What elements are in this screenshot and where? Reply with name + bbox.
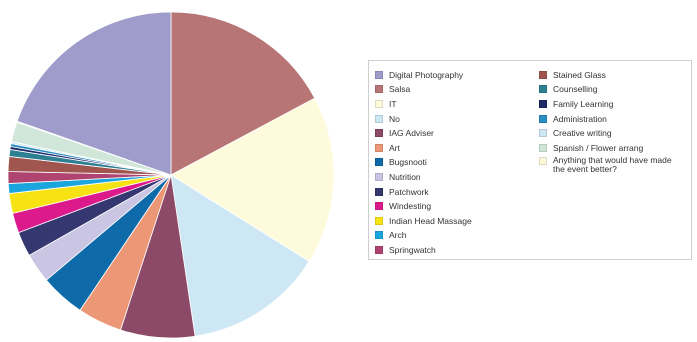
pie-chart [7, 11, 335, 339]
pie-slice-salsa [170, 11, 316, 176]
legend-swatch [375, 245, 383, 254]
legend-item-art: Art [375, 141, 472, 156]
legend-swatch [539, 143, 547, 152]
legend-item-windesting: Windesting [375, 199, 472, 214]
legend-label: IAG Adviser [389, 128, 434, 139]
legend-item-iag-adviser: IAG Adviser [375, 126, 472, 141]
legend-item-indian-head-massage: Indian Head Massage [375, 214, 472, 229]
legend-label: Salsa [389, 84, 411, 95]
legend-label: Springwatch [389, 244, 436, 255]
legend-swatch [375, 143, 383, 152]
legend-label: Administration [553, 113, 607, 124]
legend-label: Windesting [389, 201, 432, 212]
legend-swatch [539, 70, 547, 79]
legend-swatch [375, 202, 383, 211]
legend-swatch [375, 216, 383, 225]
pie-slice-digital-photography [16, 11, 172, 176]
legend-label: Bugsnooti [389, 157, 427, 168]
legend-item-arch: Arch [375, 229, 472, 244]
legend-label: No [389, 113, 400, 124]
legend-label: Counselling [553, 84, 598, 95]
legend-swatch [539, 129, 547, 138]
pie-slice-it [170, 97, 335, 262]
legend-swatch [375, 99, 383, 108]
legend-item-bugsnooti: Bugsnooti [375, 156, 472, 171]
legend-label: IT [389, 98, 397, 109]
legend-swatch [375, 172, 383, 181]
legend-label: Anything that would have made the event … [553, 154, 672, 174]
legend-swatch [539, 85, 547, 94]
legend-item-anything-that-would-have-made-the-event-better: Anything that would have made the event … [539, 154, 683, 174]
legend-label: Indian Head Massage [389, 215, 472, 226]
legend-label: Family Learning [553, 98, 614, 109]
legend-item-counselling: Counselling [539, 83, 683, 98]
legend-item-salsa: Salsa [375, 83, 472, 98]
legend-item-patchwork: Patchwork [375, 185, 472, 200]
legend-item-springwatch: Springwatch [375, 243, 472, 258]
legend-item-nutrition: Nutrition [375, 170, 472, 185]
legend-item-family-learning: Family Learning [539, 97, 683, 112]
legend-column-left: Digital Photography Salsa IT No IAG Adviser A… [375, 68, 472, 258]
legend-label: Nutrition [389, 171, 421, 182]
legend-item-administration: Administration [539, 112, 683, 127]
legend-item-spanish-flower-arrang: Spanish / Flower arrang [539, 141, 683, 156]
legend-swatch [375, 129, 383, 138]
legend-swatch [375, 114, 383, 123]
legend-item-stained-glass: Stained Glass [539, 68, 683, 83]
legend-item-digital-photography: Digital Photography [375, 68, 472, 83]
legend-swatch [375, 187, 383, 196]
legend-swatch [539, 99, 547, 108]
legend-label: Creative writing [553, 128, 612, 139]
pie-slice-no [170, 174, 310, 337]
legend-label: Patchwork [389, 186, 429, 197]
legend-label: Arch [389, 230, 407, 241]
legend-label: Art [389, 142, 400, 153]
legend-label: Digital Photography [389, 69, 464, 80]
legend-swatch [375, 70, 383, 79]
legend-label: Stained Glass [553, 69, 606, 80]
legend-item-no: No [375, 112, 472, 127]
legend-item-creative-writing: Creative writing [539, 126, 683, 141]
legend-swatch [539, 156, 547, 165]
legend-swatch [375, 158, 383, 167]
chart-legend: Digital Photography Salsa IT No IAG Adviser A… [368, 60, 692, 260]
legend-label: Spanish / Flower arrang [553, 142, 644, 153]
legend-item-it: IT [375, 97, 472, 112]
legend-swatch [375, 231, 383, 240]
legend-swatch [375, 85, 383, 94]
legend-column-right: Stained Glass Counselling Family Learning A… [539, 68, 683, 174]
legend-swatch [539, 114, 547, 123]
